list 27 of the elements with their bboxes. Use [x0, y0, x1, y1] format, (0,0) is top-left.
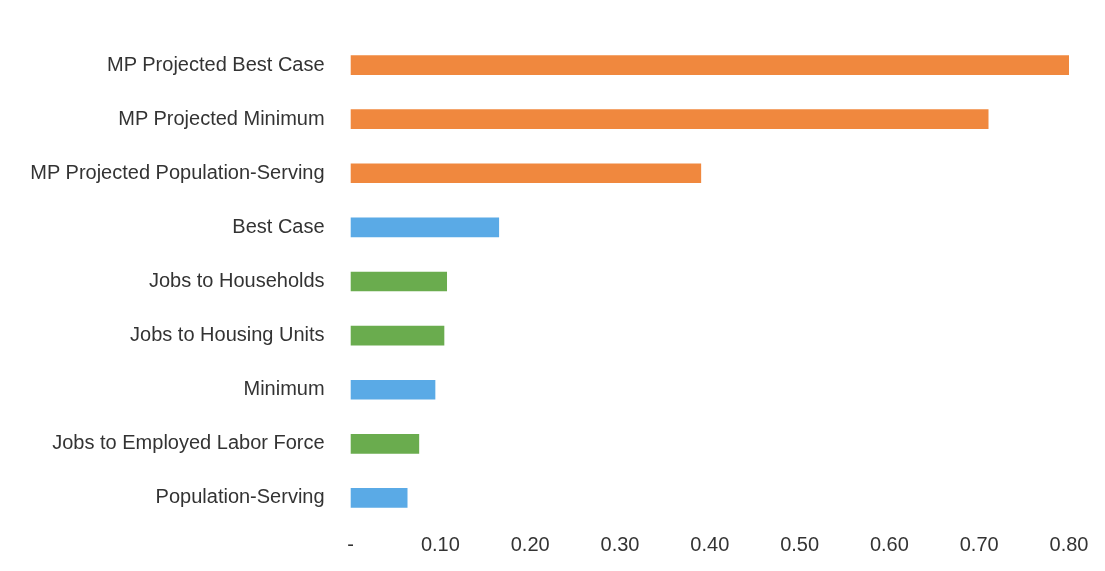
- x-tick-label: 0.70: [959, 532, 999, 555]
- bar: [350, 434, 420, 454]
- y-tick-label: MP Projected Population-Serving: [30, 160, 325, 183]
- x-tick-label: 0.10: [420, 532, 460, 555]
- y-tick-label: Jobs to Housing Units: [130, 323, 325, 346]
- bar: [350, 163, 702, 184]
- bar: [350, 271, 448, 292]
- x-tick-label: 0.40: [690, 532, 730, 555]
- x-tick-label: 0.20: [510, 532, 550, 555]
- bar: [350, 379, 436, 400]
- y-tick-label: MP Projected Minimum: [118, 106, 325, 129]
- x-tick-label: -: [347, 532, 354, 555]
- bar: [350, 217, 500, 238]
- y-tick-label: Minimum: [243, 377, 325, 400]
- x-tick-label: 0.80: [1049, 532, 1089, 555]
- x-tick-label: 0.60: [869, 532, 909, 555]
- x-tick-label: 0.30: [600, 532, 640, 555]
- bar: [350, 109, 989, 129]
- y-tick-label: MP Projected Best Case: [107, 52, 325, 75]
- y-tick-label: Jobs to Employed Labor Force: [52, 431, 325, 454]
- y-tick-label: Best Case: [232, 214, 325, 237]
- y-tick-label: Jobs to Households: [148, 269, 325, 292]
- bar: [350, 488, 408, 508]
- y-tick-label: Population-Serving: [155, 485, 325, 508]
- bar: [350, 325, 445, 346]
- x-tick-label: 0.50: [780, 532, 820, 555]
- bar: [350, 55, 1069, 75]
